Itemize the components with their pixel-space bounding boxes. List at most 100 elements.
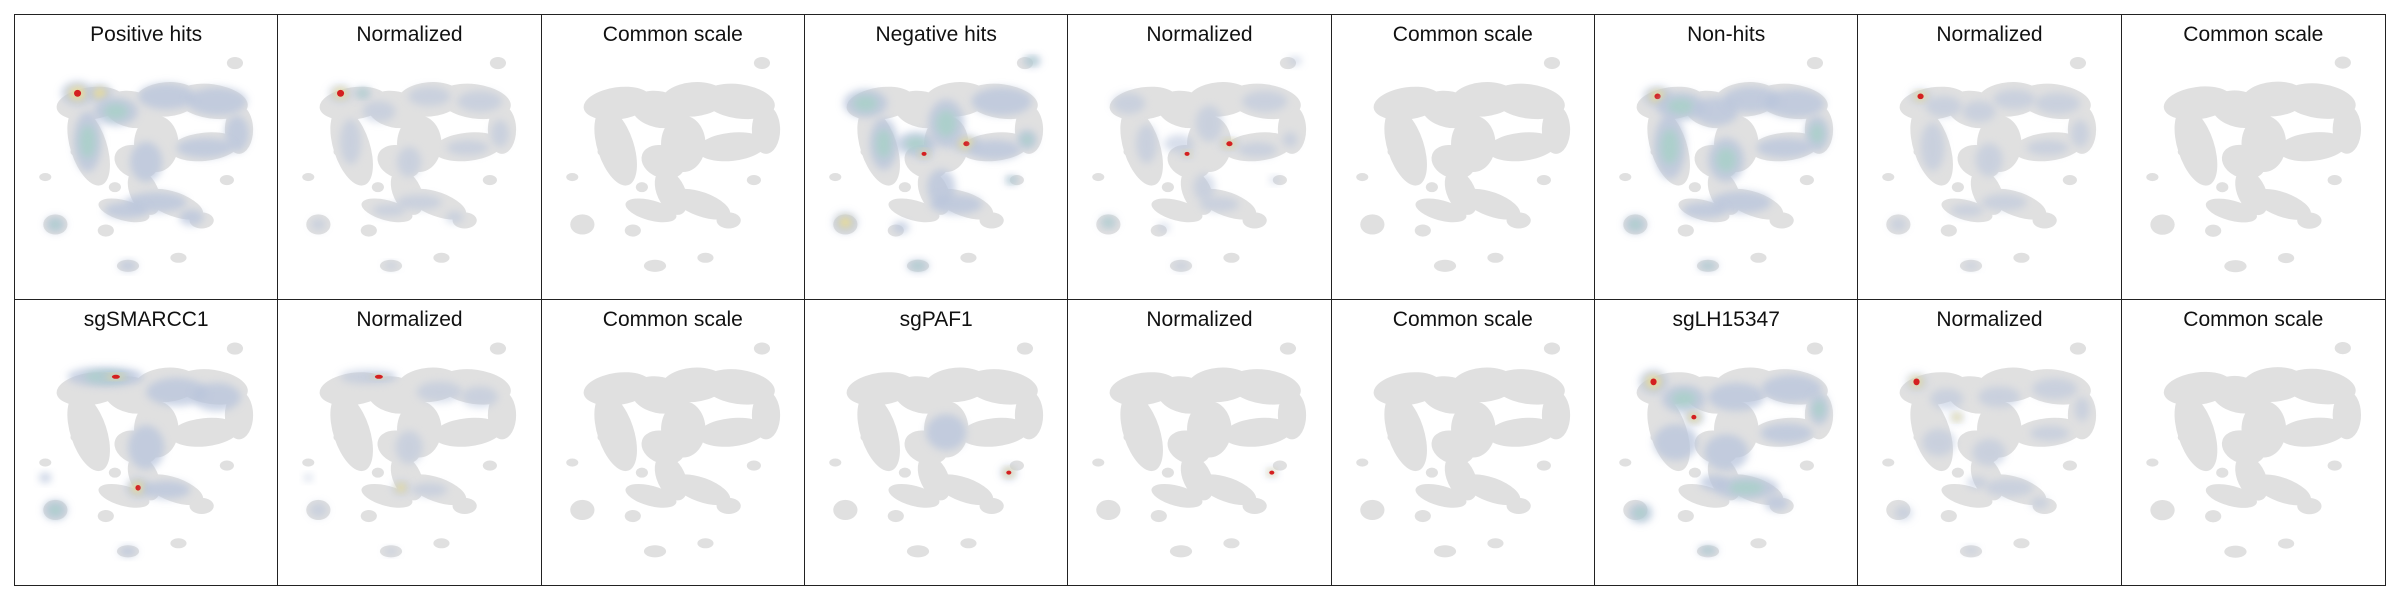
- umap-cluster-18: [2013, 252, 2030, 263]
- umap-density-plot: [1092, 56, 1307, 272]
- density-region: [2074, 396, 2090, 422]
- density-region: [130, 141, 163, 183]
- umap-cluster-16: [624, 224, 641, 237]
- umap-cluster-18: [697, 252, 714, 263]
- umap-density-plot: [829, 342, 1044, 558]
- umap-cluster-20: [1280, 342, 1297, 355]
- umap-cluster-16: [624, 509, 641, 523]
- density-region: [1963, 262, 1979, 270]
- umap-cluster-16: [2204, 224, 2221, 237]
- umap-cluster-19: [1273, 460, 1288, 471]
- umap-cluster-18: [170, 538, 187, 549]
- density-region: [1173, 261, 1190, 271]
- umap-cluster-14: [1882, 173, 1895, 182]
- umap-cluster-15: [108, 467, 121, 478]
- umap-cluster-15: [372, 182, 385, 193]
- umap-cluster-6: [1487, 417, 1556, 447]
- umap-cluster-19: [1536, 175, 1551, 186]
- umap-panel: Positive hits: [15, 15, 279, 300]
- umap-cluster-12: [716, 497, 741, 515]
- umap-cluster-6: [697, 417, 766, 447]
- umap-cluster-15: [635, 467, 648, 478]
- density-region-mid: [1813, 400, 1825, 418]
- umap-cluster-8: [2221, 144, 2265, 179]
- umap-cluster-1: [2174, 393, 2217, 472]
- density-region: [1930, 388, 1964, 410]
- umap-cluster-12: [2296, 498, 2322, 515]
- density-region: [2071, 120, 2090, 148]
- panel-title: Normalized: [356, 308, 463, 331]
- density-region: [128, 425, 165, 470]
- density-peak: [1006, 470, 1012, 475]
- umap-cluster-10: [888, 198, 940, 223]
- density-region-mid: [1667, 98, 1695, 115]
- umap-cluster-11: [1462, 474, 1520, 506]
- density-peak: [1650, 378, 1657, 386]
- umap-cluster-19: [2063, 175, 2078, 186]
- umap-cluster-4: [2282, 368, 2356, 405]
- density-region-mid: [1629, 219, 1642, 230]
- umap-cluster-20: [753, 56, 770, 70]
- umap-cluster-4: [702, 369, 775, 405]
- density-region: [1975, 143, 2004, 177]
- density-region: [1164, 134, 1195, 153]
- density-region: [362, 100, 396, 123]
- density-region-mid: [396, 483, 407, 492]
- umap-cluster-13: [1359, 214, 1385, 235]
- density-region: [1708, 382, 1765, 412]
- umap-cluster-20: [226, 56, 244, 70]
- panel-title: Common scale: [1392, 23, 1533, 46]
- density-region-mid: [48, 504, 63, 516]
- umap-cluster-19: [1536, 460, 1551, 471]
- umap-cluster-19: [483, 175, 498, 186]
- density-region: [395, 430, 424, 465]
- density-region: [118, 546, 138, 557]
- density-region: [968, 139, 1021, 160]
- umap-cluster-15: [1688, 467, 1701, 478]
- umap-cluster-18: [1750, 252, 1767, 263]
- umap-cluster-21: [597, 147, 608, 156]
- density-region: [340, 119, 362, 165]
- umap-cluster-19: [2327, 175, 2342, 186]
- density-peak: [1917, 93, 1924, 100]
- density-region: [138, 83, 195, 110]
- umap-cluster-1: [1384, 107, 1427, 186]
- umap-cluster-14: [2145, 458, 2159, 467]
- umap-cluster-12: [979, 497, 1004, 515]
- umap-cluster-21: [2177, 147, 2188, 156]
- density-region-mid: [1810, 123, 1824, 144]
- umap-cluster-21: [1123, 147, 1134, 156]
- umap-cluster-21: [333, 433, 344, 442]
- density-region-mid: [1702, 263, 1714, 269]
- umap-cluster-11: [1198, 474, 1257, 506]
- umap-cluster-12: [2296, 212, 2322, 229]
- umap-cluster-15: [1425, 182, 1438, 193]
- umap-cluster-19: [2063, 460, 2078, 471]
- density-region: [1711, 191, 1772, 214]
- umap-cluster-17: [1170, 545, 1193, 558]
- umap-density-plot: [2145, 342, 2361, 558]
- umap-cluster-20: [1806, 56, 1824, 70]
- umap-cluster-15: [1162, 182, 1175, 193]
- umap-cluster-21: [1387, 147, 1398, 156]
- umap-cluster-16: [97, 509, 114, 523]
- density-region: [311, 218, 327, 231]
- umap-cluster-10: [1415, 483, 1467, 508]
- umap-cluster-10: [888, 483, 940, 508]
- umap-panel: Common scale: [2121, 300, 2385, 585]
- umap-cluster-12: [716, 212, 741, 229]
- density-region-mid: [904, 137, 928, 151]
- umap-density-plot: [1619, 342, 1834, 558]
- density-region: [461, 386, 499, 408]
- umap-cluster-21: [1123, 433, 1134, 442]
- density-region-mid: [911, 262, 925, 270]
- umap-cluster-1: [594, 107, 637, 186]
- umap-panel: sgLH15347: [1595, 300, 1859, 585]
- umap-cluster-18: [960, 538, 977, 549]
- panel-title: Common scale: [1392, 308, 1533, 331]
- density-peak: [375, 374, 384, 379]
- umap-density-plot: [302, 56, 517, 272]
- density-region-mid: [1103, 218, 1114, 227]
- density-peak: [963, 141, 970, 147]
- panel-title: Positive hits: [90, 23, 203, 46]
